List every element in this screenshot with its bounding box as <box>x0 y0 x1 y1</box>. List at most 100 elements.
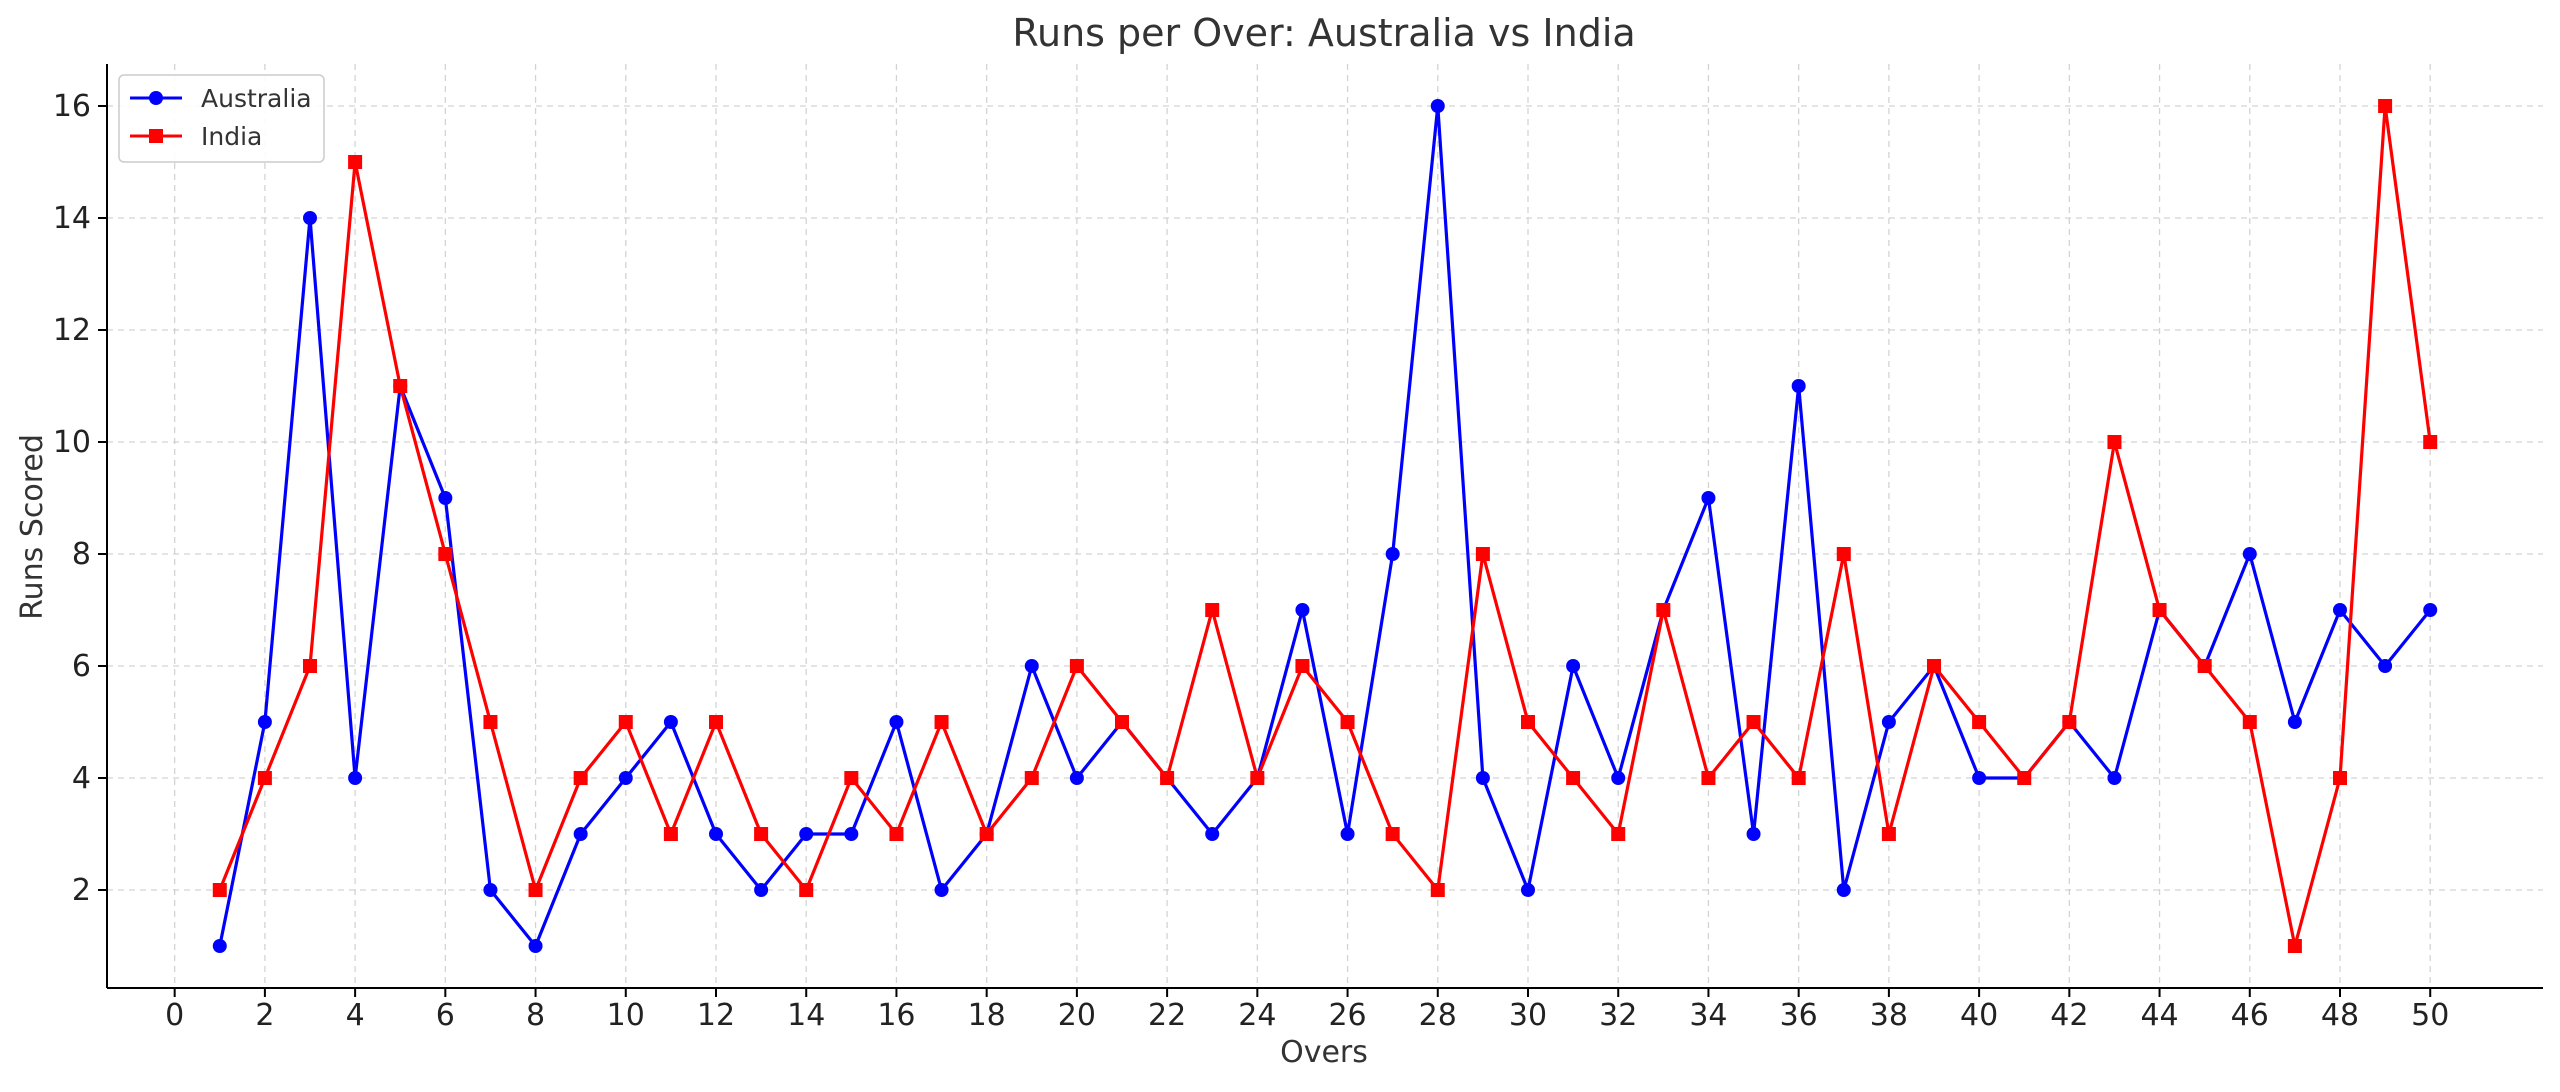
y-axis-label: Runs Scored <box>15 434 50 620</box>
data-point-india <box>212 883 227 897</box>
data-point-india <box>979 827 994 841</box>
data-point-india <box>2287 939 2302 953</box>
data-point-india <box>1295 659 1310 673</box>
data-point-india <box>2017 771 2032 785</box>
legend-label-india: India <box>201 122 262 151</box>
data-point-australia <box>1701 491 1716 505</box>
data-point-india <box>2197 659 2212 673</box>
data-point-india <box>438 547 453 561</box>
data-point-australia <box>2287 715 2302 729</box>
data-point-india <box>1746 715 1761 729</box>
data-point-australia <box>709 827 723 841</box>
y-tick-label: 6 <box>72 649 91 684</box>
data-point-australia <box>934 883 949 897</box>
x-tick-label: 10 <box>607 998 645 1033</box>
data-point-india <box>1791 771 1806 785</box>
data-point-australia <box>257 715 272 729</box>
data-point-india <box>528 883 543 897</box>
axes-layer: 0 2 4 6 8 10 12 14 16 18 20 22 24 26 28 30 32 34 36 38 40 42 4… <box>53 64 2543 1033</box>
data-point-australia <box>1385 547 1400 561</box>
data-point-india <box>1115 715 1129 729</box>
data-point-australia <box>1791 379 1806 393</box>
y-tick-label: 14 <box>53 201 91 236</box>
data-point-india <box>1611 827 1626 841</box>
x-tick-label: 36 <box>1780 998 1818 1033</box>
data-point-australia <box>2107 771 2122 785</box>
data-point-australia <box>528 939 543 953</box>
x-tick-label: 20 <box>1058 998 1096 1033</box>
data-point-india <box>2107 435 2122 449</box>
data-point-india <box>2333 771 2347 785</box>
data-point-australia <box>889 715 904 729</box>
data-point-india <box>1972 715 1987 729</box>
x-tick-label: 2 <box>255 998 274 1033</box>
data-point-australia <box>1024 659 1039 673</box>
data-point-india <box>799 883 814 897</box>
data-point-australia <box>303 211 317 225</box>
data-point-india <box>663 827 678 841</box>
data-point-australia <box>1972 771 1987 785</box>
data-point-india <box>348 155 363 169</box>
data-point-india <box>1160 771 1175 785</box>
data-point-india <box>1566 771 1581 785</box>
y-tick-label: 10 <box>53 425 91 460</box>
data-point-india <box>1475 547 1490 561</box>
x-tick-label: 30 <box>1509 998 1547 1033</box>
data-point-india <box>889 827 904 841</box>
legend: Australia India <box>118 74 325 163</box>
data-point-australia <box>844 827 859 841</box>
y-tick-label: 4 <box>72 761 91 796</box>
series-line-india <box>218 104 2432 948</box>
data-point-india <box>1340 715 1355 729</box>
data-point-australia <box>1611 771 1626 785</box>
data-point-india <box>1205 603 1220 617</box>
legend-label-australia: Australia <box>201 84 312 113</box>
x-tick-label: 48 <box>2321 998 2359 1033</box>
data-point-india <box>2242 715 2257 729</box>
x-tick-label: 50 <box>2411 998 2449 1033</box>
data-point-india <box>618 715 633 729</box>
data-point-australia <box>1295 603 1310 617</box>
data-point-australia <box>1746 827 1761 841</box>
data-point-india <box>303 659 317 673</box>
data-point-india <box>754 827 769 841</box>
data-point-india <box>483 715 498 729</box>
data-point-australia <box>1566 659 1581 673</box>
data-point-australia <box>2378 659 2393 673</box>
x-tick-label: 42 <box>2050 998 2088 1033</box>
data-point-india <box>1385 827 1400 841</box>
x-tick-label: 22 <box>1148 998 1186 1033</box>
data-point-australia <box>1069 771 1084 785</box>
data-point-india <box>934 715 949 729</box>
data-point-australia <box>618 771 633 785</box>
series-india <box>212 99 2438 953</box>
data-point-india <box>393 379 408 393</box>
data-point-australia <box>2423 603 2438 617</box>
data-point-india <box>1069 659 1084 673</box>
data-point-australia <box>1340 827 1355 841</box>
data-point-australia <box>483 883 498 897</box>
x-tick-label: 6 <box>436 998 455 1033</box>
x-tick-label: 24 <box>1238 998 1276 1033</box>
data-point-india <box>2152 603 2167 617</box>
x-tick-label: 14 <box>787 998 825 1033</box>
y-tick-label: 8 <box>72 537 91 572</box>
data-point-australia <box>663 715 678 729</box>
x-tick-label: 44 <box>2140 998 2178 1033</box>
data-point-india <box>1836 547 1851 561</box>
data-point-india <box>1024 771 1039 785</box>
x-tick-label: 4 <box>346 998 365 1033</box>
y-tick-label: 12 <box>53 313 91 348</box>
data-point-australia <box>1205 827 1220 841</box>
data-point-australia <box>438 491 453 505</box>
legend-item-india: India <box>130 122 262 151</box>
data-point-india <box>1927 659 1941 673</box>
data-point-australia <box>1430 99 1445 113</box>
data-point-australia <box>754 883 769 897</box>
data-point-australia <box>2242 547 2257 561</box>
data-point-india <box>1250 771 1265 785</box>
series-layer <box>212 99 2438 953</box>
data-point-india <box>257 771 272 785</box>
